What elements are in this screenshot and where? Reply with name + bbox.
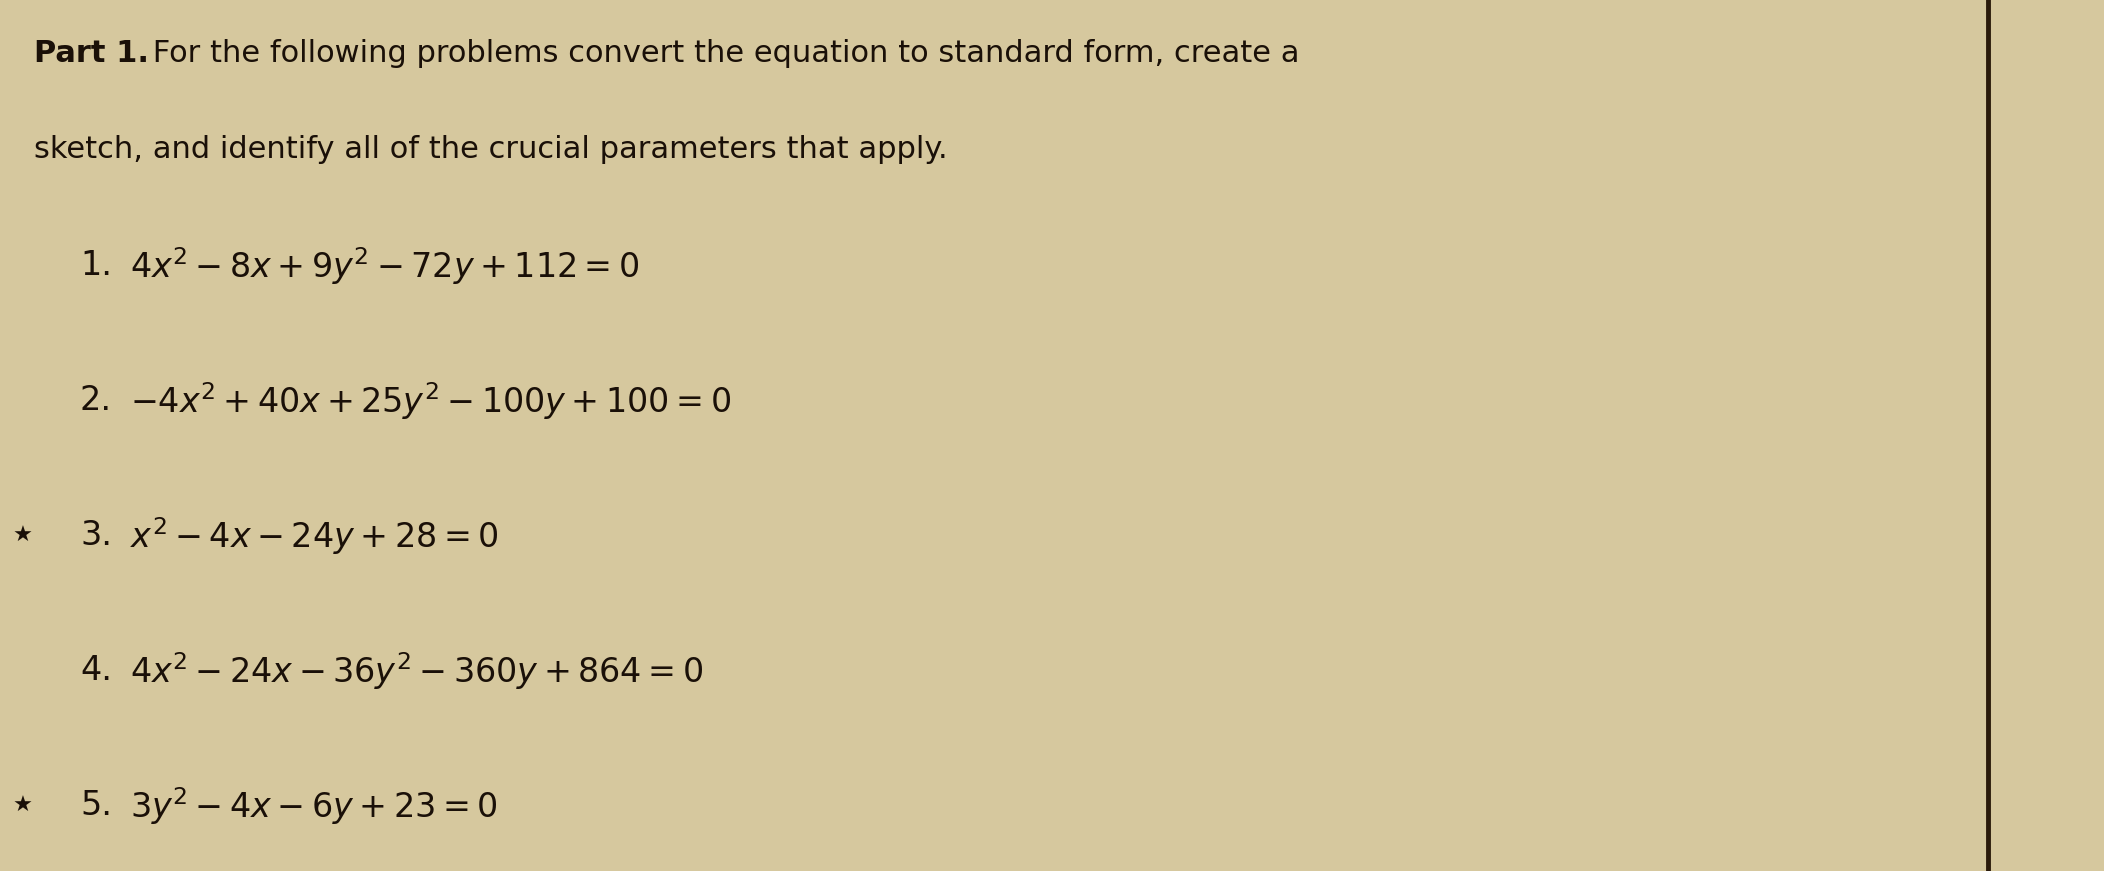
Text: 1.: 1. — [80, 249, 112, 282]
Text: Part 1.: Part 1. — [34, 39, 149, 68]
Text: sketch, and identify all of the crucial parameters that apply.: sketch, and identify all of the crucial … — [34, 135, 947, 164]
Text: $4x^2 - 24x - 36y^2 - 360y + 864 = 0$: $4x^2 - 24x - 36y^2 - 360y + 864 = 0$ — [130, 650, 703, 692]
Text: 5.: 5. — [80, 789, 112, 822]
Text: For the following problems convert the equation to standard form, create a: For the following problems convert the e… — [143, 39, 1300, 68]
Text: ★: ★ — [13, 526, 34, 545]
Text: $-4x^2 + 40x + 25y^2 - 100y + 100 = 0$: $-4x^2 + 40x + 25y^2 - 100y + 100 = 0$ — [130, 380, 732, 422]
Text: $x^2 - 4x - 24y + 28 = 0$: $x^2 - 4x - 24y + 28 = 0$ — [130, 515, 499, 557]
Text: 4.: 4. — [80, 654, 112, 687]
Text: $3y^2 - 4x - 6y + 23 = 0$: $3y^2 - 4x - 6y + 23 = 0$ — [130, 785, 499, 827]
Text: 2.: 2. — [80, 384, 112, 417]
Text: 3.: 3. — [80, 519, 112, 552]
Text: $4x^2 - 8x + 9y^2 - 72y + 112 = 0$: $4x^2 - 8x + 9y^2 - 72y + 112 = 0$ — [130, 245, 640, 287]
Text: ★: ★ — [13, 796, 34, 815]
